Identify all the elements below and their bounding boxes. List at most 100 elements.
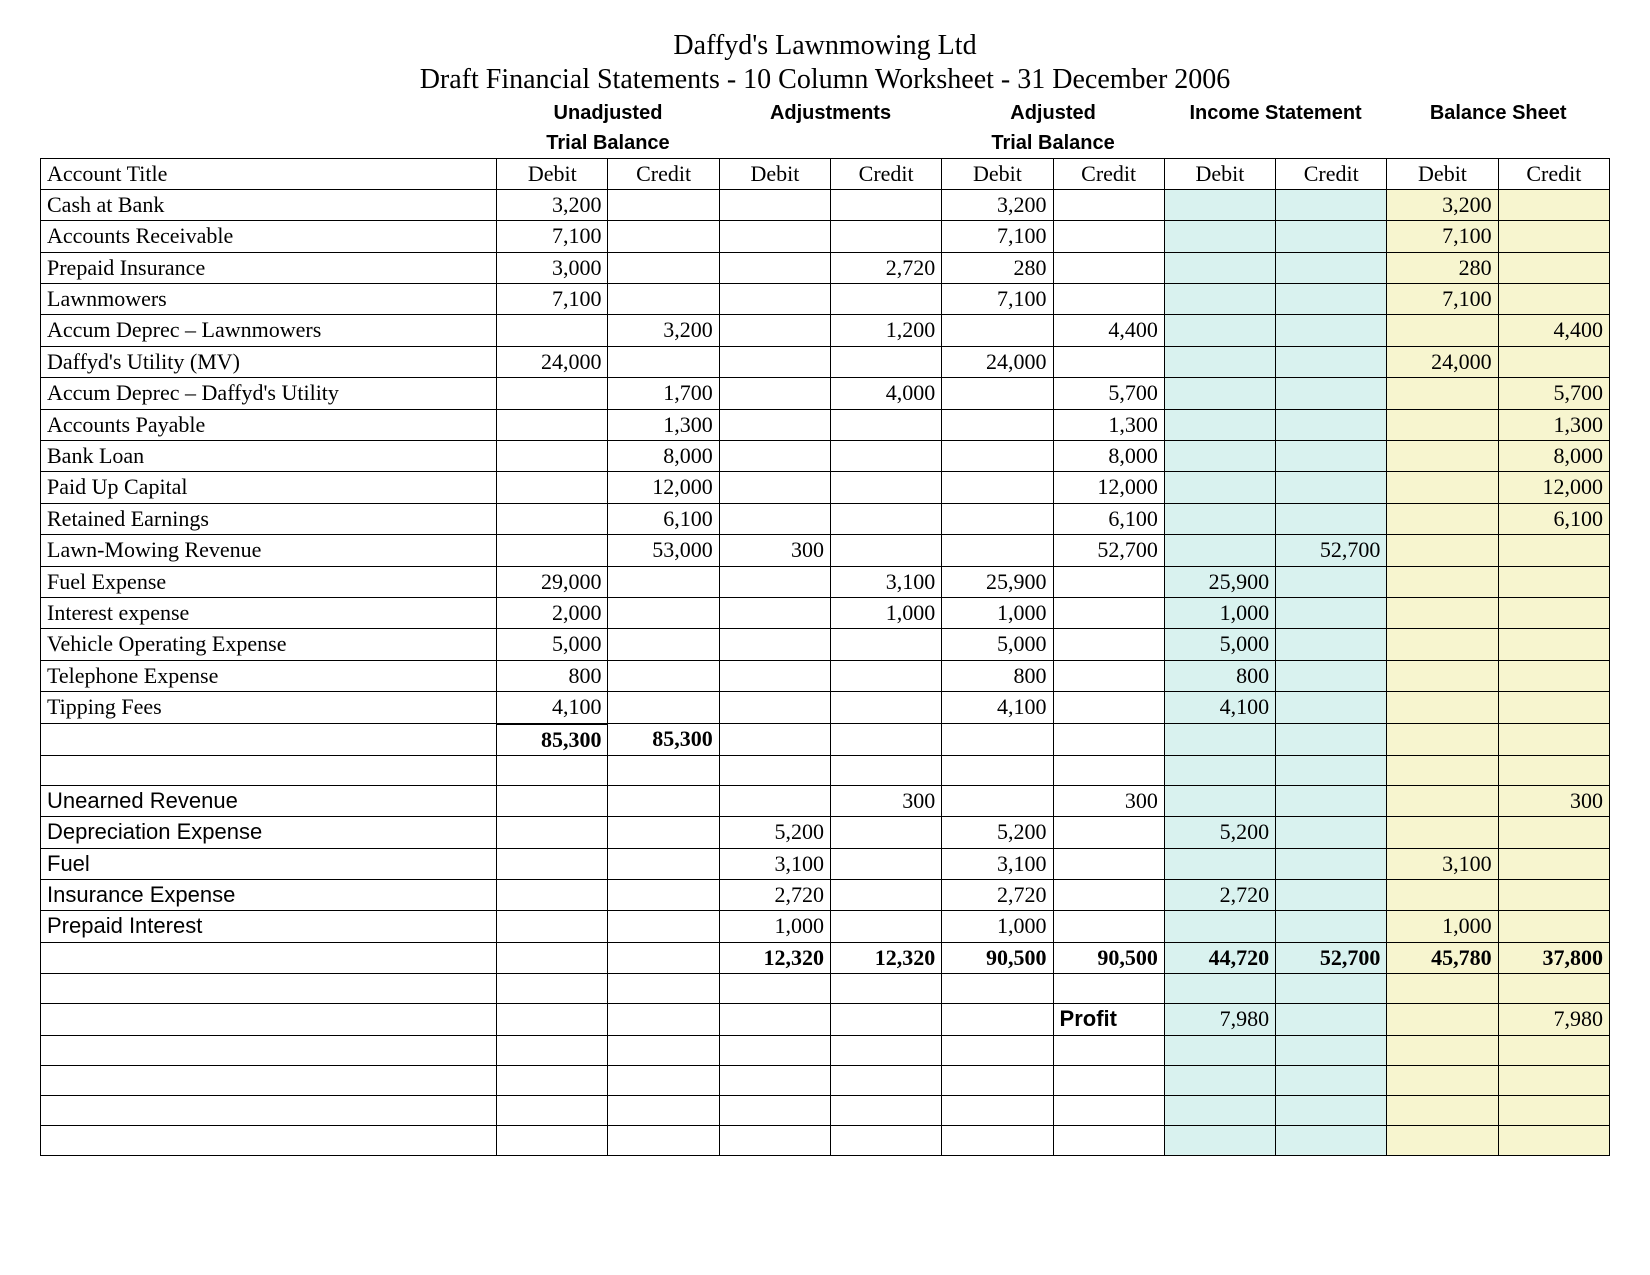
account-title-cell: Tipping Fees [41,692,497,724]
is-credit [1276,441,1387,472]
bs-credit [1498,189,1609,220]
atb-debit [942,378,1053,409]
atb-total-credit: 90,500 [1053,942,1164,973]
adj-credit [831,441,942,472]
bs-debit [1387,566,1498,597]
adj-credit [831,472,942,503]
is-debit [1164,409,1275,440]
bs-credit [1498,817,1609,848]
atb-credit [1053,660,1164,691]
atb-credit: 5,700 [1053,378,1164,409]
adj-debit [719,692,830,724]
is-credit [1276,189,1387,220]
atb-debit [942,535,1053,566]
is-debit [1164,252,1275,283]
account-title-cell: Paid Up Capital [41,472,497,503]
bs-credit [1498,221,1609,252]
account-title-cell: Vehicle Operating Expense [41,629,497,660]
is-debit [1164,315,1275,346]
atb-debit: 3,100 [942,848,1053,879]
bs-debit [1387,315,1498,346]
utb-debit: 3,000 [497,252,608,283]
is-credit [1276,409,1387,440]
header-unadjusted: Unadjusted [497,98,720,128]
account-title-cell: Telephone Expense [41,660,497,691]
table-row: Prepaid Interest1,0001,0001,000 [41,911,1610,942]
table-row: Paid Up Capital12,00012,00012,000 [41,472,1610,503]
adj-debit [719,409,830,440]
adj-credit: 300 [831,785,942,816]
atb-debit: 7,100 [942,284,1053,315]
utb-credit [608,692,719,724]
atb-debit [942,441,1053,472]
atb-debit: 1,000 [942,597,1053,628]
bs-debit [1387,629,1498,660]
atb-debit: 1,000 [942,911,1053,942]
adj-credit [831,503,942,534]
utb-credit [608,660,719,691]
is-credit [1276,566,1387,597]
atb-credit [1053,252,1164,283]
adj-credit: 3,100 [831,566,942,597]
bs-credit [1498,252,1609,283]
adj-debit [719,566,830,597]
utb-debit [497,848,608,879]
is-debit: 25,900 [1164,566,1275,597]
utb-debit [497,817,608,848]
bs-credit [1498,660,1609,691]
adj-debit [719,378,830,409]
adj-credit [831,817,942,848]
account-title-cell: Interest expense [41,597,497,628]
header-adjusted-2: Trial Balance [942,128,1165,158]
account-title-cell: Bank Loan [41,441,497,472]
utb-debit [497,472,608,503]
adj-debit: 3,100 [719,848,830,879]
header-debit: Debit [497,158,608,189]
is-debit [1164,503,1275,534]
debit-credit-header-row: Account Title Debit Credit Debit Credit … [41,158,1610,189]
bs-credit [1498,911,1609,942]
atb-debit [942,503,1053,534]
bs-credit [1498,629,1609,660]
is-total-debit: 44,720 [1164,942,1275,973]
bs-debit [1387,378,1498,409]
atb-credit: 6,100 [1053,503,1164,534]
header-credit: Credit [1276,158,1387,189]
is-debit [1164,535,1275,566]
adj-total-credit: 12,320 [831,942,942,973]
header-account-title: Account Title [41,158,497,189]
utb-debit [497,378,608,409]
atb-credit [1053,629,1164,660]
is-debit [1164,441,1275,472]
utb-credit [608,848,719,879]
blank-row [41,1125,1610,1155]
bs-debit [1387,660,1498,691]
table-row: Interest expense2,0001,0001,0001,000 [41,597,1610,628]
utb-credit [608,817,719,848]
utb-credit [608,785,719,816]
bs-credit: 8,000 [1498,441,1609,472]
atb-debit: 24,000 [942,346,1053,377]
section-header-row-2: Trial Balance Trial Balance [41,128,1610,158]
page-subtitle: Draft Financial Statements - 10 Column W… [40,64,1610,96]
atb-total-debit: 90,500 [942,942,1053,973]
atb-credit [1053,880,1164,911]
is-debit [1164,284,1275,315]
header-balance-sheet: Balance Sheet [1387,98,1610,128]
bs-debit [1387,409,1498,440]
table-row: Lawn-Mowing Revenue53,00030052,70052,700 [41,535,1610,566]
blank-row [41,1065,1610,1095]
utb-debit: 5,000 [497,629,608,660]
atb-credit: 52,700 [1053,535,1164,566]
bs-debit [1387,785,1498,816]
is-debit [1164,221,1275,252]
account-title-cell: Lawnmowers [41,284,497,315]
is-total-credit: 52,700 [1276,942,1387,973]
utb-debit: 24,000 [497,346,608,377]
profit-label: Profit [1053,1004,1164,1035]
bs-debit [1387,597,1498,628]
account-title-cell: Depreciation Expense [41,817,497,848]
header-credit: Credit [1498,158,1609,189]
atb-credit [1053,189,1164,220]
atb-credit [1053,817,1164,848]
